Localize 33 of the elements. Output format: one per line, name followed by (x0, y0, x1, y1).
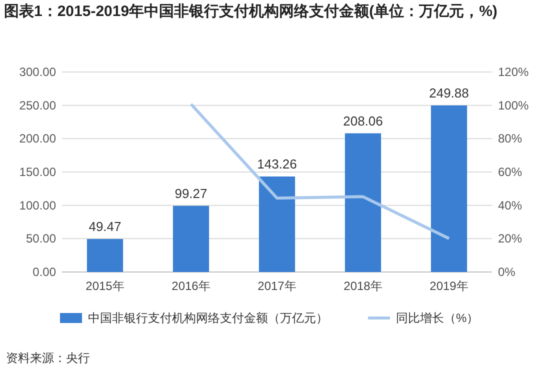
bar (430, 105, 468, 272)
bar (258, 176, 296, 272)
x-tick-label: 2016年 (172, 279, 210, 293)
data-label: 49.47 (88, 219, 122, 234)
bar (86, 239, 124, 272)
y2-tick-label: 20% (498, 232, 522, 246)
chart-title: 图表1：2015-2019年中国非银行支付机构网络支付金额(单位：万亿元，%) (4, 2, 498, 21)
legend-label: 中国非银行支付机构网络支付金额（万亿元） (88, 311, 328, 325)
y2-tick-label: 0% (498, 265, 516, 279)
y-tick-label: 0.00 (32, 265, 56, 279)
data-label: 249.88 (429, 85, 469, 100)
y-tick-label: 100.00 (19, 198, 56, 212)
y-tick-label: 150.00 (19, 165, 56, 179)
data-label: 208.06 (343, 113, 383, 128)
bar (344, 133, 382, 272)
x-tick-label: 2018年 (344, 279, 382, 293)
x-tick-label: 2019年 (430, 279, 468, 293)
y2-tick-label: 100% (498, 98, 530, 112)
y-tick-label: 200.00 (19, 132, 56, 146)
y2-tick-label: 80% (498, 132, 522, 146)
y2-tick-label: 60% (498, 165, 522, 179)
x-tick-label: 2017年 (258, 279, 296, 293)
y2-tick-label: 40% (498, 198, 522, 212)
x-tick-label: 2015年 (86, 279, 124, 293)
bar (172, 206, 210, 272)
legend-label: 同比增长（%） (396, 311, 479, 325)
data-label: 143.26 (257, 156, 297, 172)
y2-tick-label: 120% (498, 65, 530, 79)
data-label: 99.27 (174, 186, 208, 201)
y-tick-label: 250.00 (19, 98, 56, 112)
y-tick-label: 300.00 (19, 65, 56, 79)
text: 资料来源：央行 (6, 351, 90, 365)
y-tick-label: 50.00 (26, 232, 56, 246)
